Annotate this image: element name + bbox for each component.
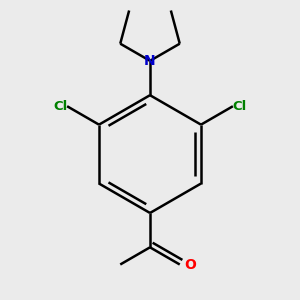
Text: Cl: Cl [233, 100, 247, 113]
Text: Cl: Cl [53, 100, 67, 113]
Text: O: O [185, 258, 197, 272]
Text: N: N [144, 54, 156, 68]
